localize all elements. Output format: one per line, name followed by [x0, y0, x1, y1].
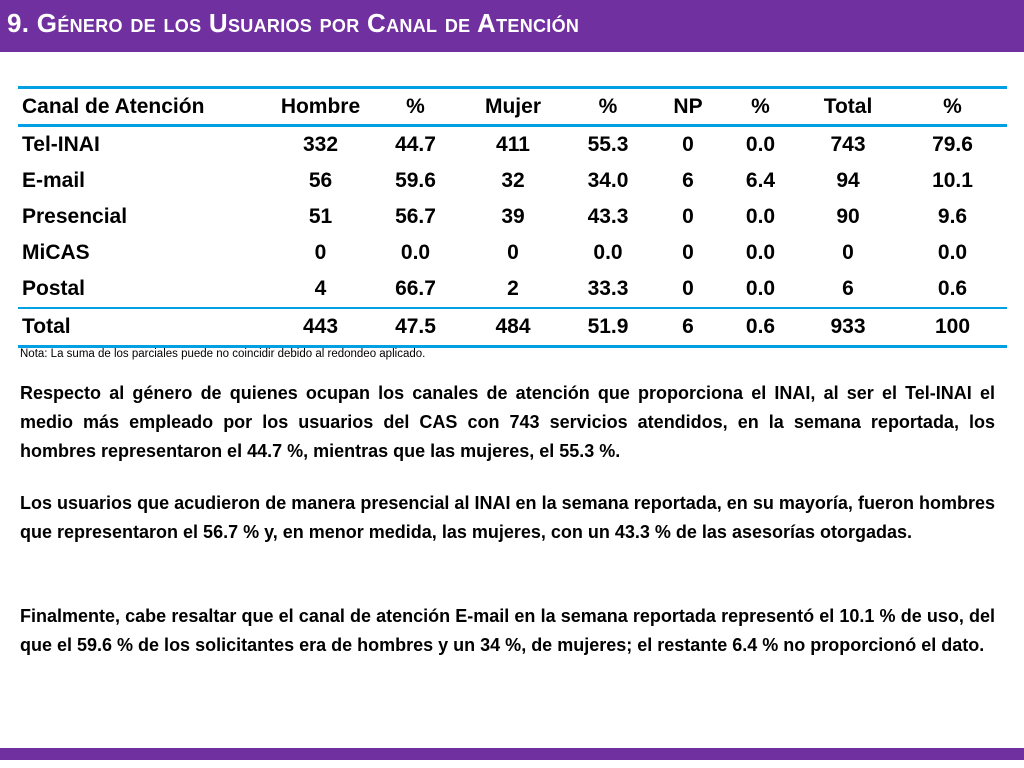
- table-cell: 33.3: [587, 277, 629, 300]
- table-cell: 6.4: [745, 169, 776, 192]
- table-cell: 443: [302, 315, 339, 338]
- table-cell: Total: [22, 315, 71, 338]
- table-cell: 0.6: [937, 277, 968, 300]
- table-cell: 10.1: [932, 169, 973, 192]
- table-cell: 6: [682, 315, 694, 338]
- table-row: Postal 4 66.7 2 33.3 0 0.0 6 0.6: [18, 271, 1007, 308]
- table-cell: 51.9: [587, 315, 629, 338]
- table-cell: Postal: [22, 277, 86, 300]
- table-cell: 0.0: [745, 241, 776, 264]
- paragraph: Respecto al género de quienes ocupan los…: [20, 383, 995, 461]
- table-cell: 332: [302, 133, 339, 156]
- table-cell: 59.6: [395, 169, 436, 192]
- table-cell: 0.0: [937, 241, 968, 264]
- table-header-row: Canal de Atención Hombre % Mujer % NP % …: [18, 87, 1007, 126]
- table-total-row: Total 443 47.5 484 51.9 6 0.6 933 100: [18, 308, 1007, 347]
- header-cell: Total: [823, 94, 873, 118]
- table-cell: 0.6: [745, 315, 776, 338]
- table-cell: 0: [507, 241, 519, 264]
- table-cell: 94: [836, 169, 860, 192]
- table-cell: 39: [501, 205, 525, 228]
- table-cell: 34.0: [587, 169, 629, 192]
- header-cell: %: [598, 94, 618, 118]
- header-cell: %: [406, 94, 425, 118]
- table-cell: 0.0: [745, 133, 776, 156]
- table-cell: 0.0: [745, 205, 776, 228]
- table-cell: MiCAS: [22, 241, 90, 264]
- slide-title: 9. Género de los Usuarios por Canal de A…: [7, 8, 580, 38]
- paragraph: Los usuarios que acudieron de manera pre…: [20, 493, 995, 542]
- table-cell: 47.5: [395, 315, 436, 338]
- table-row: MiCAS 0 0.0 0 0.0 0 0.0 0 0.0: [18, 235, 1007, 271]
- table-cell: 484: [495, 315, 531, 338]
- table-cell: 90: [836, 205, 860, 228]
- table-row: Presencial 51 56.7 39 43.3 0 0.0 90 9.6: [18, 199, 1007, 235]
- table-cell: 66.7: [395, 277, 436, 300]
- table-cell: 32: [501, 169, 525, 192]
- header-cell: Mujer: [484, 94, 541, 118]
- gender-by-channel-table: Canal de Atención Hombre % Mujer % NP % …: [18, 86, 1007, 348]
- paragraph: Finalmente, cabe resaltar que el canal d…: [20, 606, 995, 655]
- table-cell: E-mail: [22, 169, 86, 192]
- table-cell: 55.3: [587, 133, 629, 156]
- table-cell: 0.0: [593, 241, 623, 264]
- table-cell: 2: [507, 277, 519, 300]
- table-cell: 4: [314, 277, 327, 300]
- table-row: Tel-INAI 332 44.7 411 55.3 0 0.0 743 79.…: [18, 126, 1007, 164]
- table-cell: 0: [682, 241, 694, 264]
- header-cell: NP: [673, 94, 703, 118]
- header-cell: Hombre: [280, 94, 361, 118]
- table-cell: 0: [682, 277, 694, 300]
- table-cell: 0: [682, 205, 694, 228]
- table-cell: 933: [830, 315, 866, 338]
- table-row: E-mail 56 59.6 32 34.0 6 6.4 94 10.1: [18, 163, 1007, 199]
- table-cell: 100: [934, 315, 971, 338]
- table-cell: 743: [830, 133, 866, 156]
- header-cell: Canal de Atención: [22, 94, 205, 118]
- table-cell: Presencial: [22, 205, 128, 228]
- title-bar: 9. Género de los Usuarios por Canal de A…: [0, 0, 1024, 52]
- table-note: Nota: La suma de los parciales puede no …: [20, 348, 426, 360]
- header-cell: %: [943, 94, 962, 118]
- header-cell: %: [751, 94, 770, 118]
- table-cell: 0.0: [400, 241, 431, 264]
- table-cell: 0: [682, 133, 694, 156]
- table-cell: 0: [842, 241, 854, 264]
- table-cell: 411: [496, 133, 530, 156]
- table-cell: 6: [682, 169, 694, 192]
- table-cell: 51: [308, 205, 333, 228]
- table-cell: 9.6: [937, 205, 968, 228]
- table-cell: 0.0: [745, 277, 776, 300]
- footer-bar: [0, 748, 1024, 760]
- table-cell: 6: [842, 277, 854, 300]
- table-cell: 56.7: [395, 205, 436, 228]
- table-cell: Tel-INAI: [22, 133, 100, 156]
- table-cell: 79.6: [932, 133, 973, 156]
- table-cell: 0: [314, 241, 327, 264]
- table-cell: 43.3: [587, 205, 629, 228]
- table-cell: 56: [308, 169, 333, 192]
- table-cell: 44.7: [395, 133, 436, 156]
